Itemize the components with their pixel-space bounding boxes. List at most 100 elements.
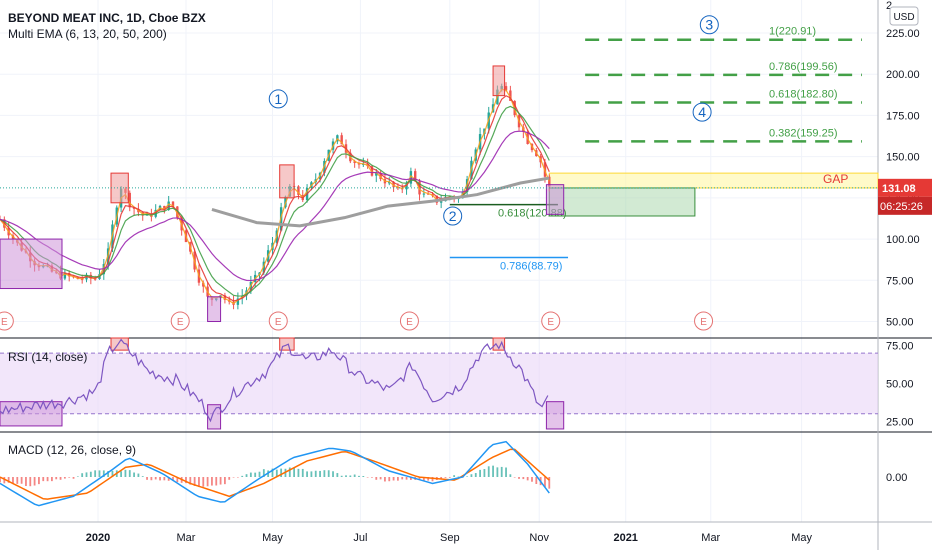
earnings-marker[interactable] <box>399 311 419 331</box>
fib-level-label: 0.382(159.25) <box>769 127 838 139</box>
macd-histogram-bar <box>94 470 97 477</box>
macd-histogram-bar <box>76 476 79 477</box>
macd-histogram-bar <box>128 470 131 477</box>
currency-button-frame[interactable] <box>889 6 919 26</box>
price-legend: BEYOND MEAT INC, 1D, Cboe BZX Multi EMA … <box>8 10 206 42</box>
macd-histogram-bar <box>522 477 525 480</box>
time-tick-label: 2021 <box>613 532 637 544</box>
candle-body <box>163 205 166 210</box>
time-tick-label: May <box>791 532 812 544</box>
price-tick-label: 175.00 <box>886 110 920 122</box>
macd-histogram-bar <box>379 477 382 480</box>
earnings-label: E <box>547 317 554 328</box>
macd-histogram-bar <box>236 477 239 478</box>
macd-histogram-bar <box>55 477 58 480</box>
candle-body <box>409 171 413 184</box>
macd-histogram-bar <box>159 477 161 481</box>
macd-histogram-bar <box>505 467 507 477</box>
rsi-tick-label: 75.00 <box>886 341 914 353</box>
macd-histogram-bar <box>228 477 231 480</box>
rsi-tick-label: 25.00 <box>886 416 914 428</box>
macd-histogram-bar <box>107 471 110 477</box>
macd-histogram-bar <box>409 477 412 480</box>
macd-histogram-bar <box>249 472 252 477</box>
macd-histogram-bar <box>42 477 45 482</box>
time-tick-label: Sep <box>440 532 460 544</box>
macd-histogram-bar <box>254 472 257 477</box>
macd-histogram-bar <box>163 477 166 481</box>
rsi-label: RSI (14, close) <box>8 350 88 364</box>
macd-histogram-bar <box>366 477 369 478</box>
macd-histogram-bar <box>29 477 32 487</box>
candle-body <box>132 207 136 209</box>
candle-body <box>167 201 170 210</box>
macd-histogram-bar <box>332 471 334 477</box>
candle-body <box>223 295 227 300</box>
macd-histogram-bar <box>193 477 196 486</box>
earnings-marker[interactable] <box>541 311 561 331</box>
currency-label: USD <box>893 12 914 23</box>
candle-body <box>202 282 205 287</box>
candle-body <box>418 181 421 195</box>
candle-body <box>405 183 408 190</box>
fib-level-label: 0.618(182.80) <box>769 89 838 101</box>
macd-histogram-bar <box>314 470 317 477</box>
time-tick-label: 2020 <box>86 532 110 544</box>
price-tick-label: 225.00 <box>886 28 920 40</box>
earnings-marker[interactable] <box>0 311 14 331</box>
macd-histogram-bar <box>353 474 356 477</box>
candle-body <box>388 181 391 184</box>
macd-histogram-bar <box>306 471 308 477</box>
macd-histogram-bar <box>111 470 114 477</box>
macd-histogram-bar <box>474 473 477 477</box>
macd-histogram-bar <box>20 477 23 484</box>
macd-histogram-bar <box>297 468 300 477</box>
candle-body <box>414 171 417 182</box>
macd-histogram-bar <box>262 469 265 477</box>
macd-histogram-bar <box>59 477 62 480</box>
macd-histogram-bar <box>531 477 533 482</box>
macd-histogram-bar <box>310 471 313 477</box>
macd-histogram-bar <box>548 477 551 489</box>
macd-histogram-bar <box>172 477 174 481</box>
earnings-label: E <box>406 317 413 328</box>
macd-histogram-bar <box>85 472 88 477</box>
macd-label: MACD (12, 26, close, 9) <box>8 443 137 457</box>
rsi-band <box>0 353 878 414</box>
macd-histogram-bar <box>72 477 75 479</box>
currency-button[interactable]: USD <box>889 6 919 26</box>
rsi-line <box>0 338 549 423</box>
macd-histogram-bar <box>388 477 391 482</box>
macd-histogram-bar <box>3 477 6 484</box>
macd-histogram-bar <box>232 477 235 478</box>
macd-histogram-bar <box>215 477 218 486</box>
macd-histogram-bar <box>167 477 170 481</box>
candle-body <box>509 90 512 101</box>
macd-histogram-bar <box>202 477 205 487</box>
macd-histogram-bar <box>258 471 261 477</box>
candle-body <box>548 176 551 187</box>
wave-circle <box>692 102 712 122</box>
macd-histogram-bar <box>146 477 148 480</box>
price-tick-label: 2 <box>886 0 892 12</box>
macd-histogram-bar <box>288 467 291 477</box>
macd-legend: MACD (12, 26, close, 9) <box>8 442 136 458</box>
macd-histogram-bar <box>206 477 209 487</box>
earnings-marker[interactable] <box>268 311 288 331</box>
macd-histogram-bar <box>219 477 222 485</box>
earnings-marker[interactable] <box>170 311 190 331</box>
ema-13-line <box>0 95 550 302</box>
price-tick-label: 200.00 <box>886 69 920 81</box>
earnings-marker[interactable] <box>694 311 714 331</box>
candle-body <box>297 186 300 195</box>
price-tick-label: 75.00 <box>886 275 914 287</box>
macd-histogram-bar <box>405 477 408 480</box>
macd-histogram-bar <box>496 467 499 477</box>
macd-histogram-bar <box>535 477 538 484</box>
macd-histogram-bar <box>319 470 321 477</box>
candle-body <box>370 166 374 176</box>
earnings-label: E <box>275 317 282 328</box>
macd-histogram-bar <box>349 475 352 477</box>
last-price-badge <box>878 178 932 197</box>
